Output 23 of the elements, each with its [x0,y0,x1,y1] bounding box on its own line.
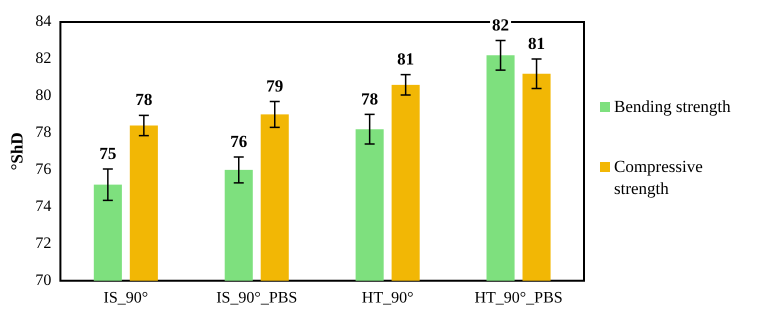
x-tick-label: IS_90°_PBS [216,290,298,307]
x-tick-label: HT_90° [362,290,414,307]
y-tick-label: 84 [35,13,52,30]
y-tick-label: 78 [35,124,52,142]
legend-label: Bending strength [614,96,731,118]
data-label: 79 [266,76,284,96]
data-label: 82 [492,15,510,34]
y-tick-label: 76 [35,161,52,178]
x-tick-label: IS_90° [104,290,148,307]
data-label: 81 [528,34,546,53]
y-tick-label: 70 [35,272,52,290]
y-tick-label: 72 [35,235,52,252]
data-label: 76 [230,132,248,151]
legend-label: Compressive strength [614,156,704,200]
y-axis-title: °ShD [8,132,27,170]
y-tick-label: 80 [35,87,52,104]
data-label: 78 [135,90,152,110]
data-label: 75 [99,144,116,163]
y-tick-label: 82 [35,50,52,68]
y-tick-label: 74 [35,198,52,216]
data-label: 81 [397,50,414,69]
x-tick-label: HT_90°_PBS [474,290,563,307]
data-label: 78 [361,89,378,108]
